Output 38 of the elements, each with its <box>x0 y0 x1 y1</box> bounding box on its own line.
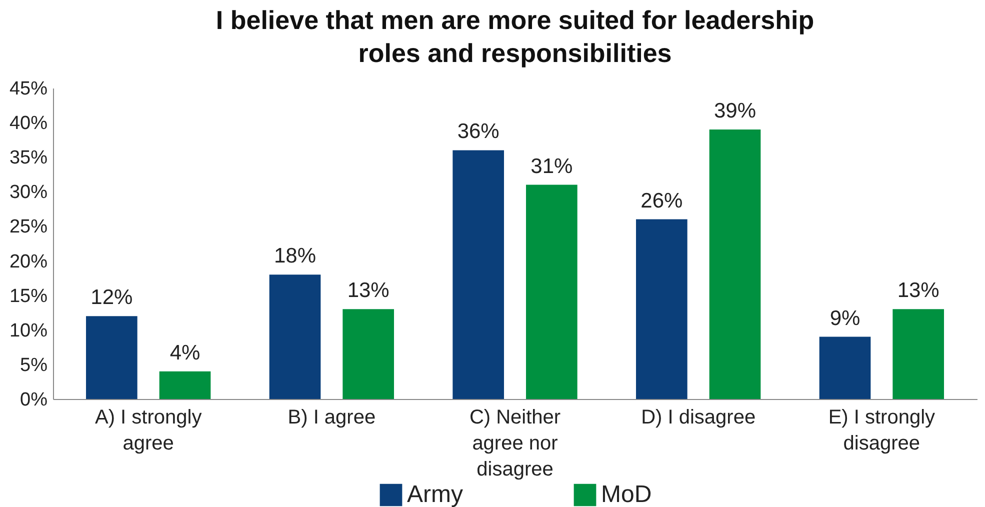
data-label: 13% <box>897 279 940 302</box>
bar <box>269 274 321 399</box>
data-label: 4% <box>170 341 200 364</box>
x-tick-label: D) I disagree <box>641 406 756 428</box>
chart-title: I believe that men are more suited for leadership roles and responsibilities <box>216 5 814 68</box>
x-tick-label: B) I agree <box>288 406 376 428</box>
data-label: 18% <box>274 244 316 268</box>
y-tick-label: 0% <box>20 390 48 410</box>
data-label: 13% <box>347 279 390 302</box>
bar <box>342 309 394 399</box>
bar <box>452 150 504 399</box>
legend-label: Army <box>407 481 463 507</box>
bar <box>636 219 688 399</box>
bar <box>819 336 871 399</box>
y-tick-label: 30% <box>9 182 48 204</box>
x-tick-label: C) Neither agree nor disagree <box>469 406 561 480</box>
data-label: 12% <box>90 286 133 310</box>
x-tick-label: E) I strongly disagree <box>828 406 936 454</box>
bar <box>709 129 761 399</box>
y-tick-label: 20% <box>9 251 48 272</box>
data-label: 31% <box>530 154 573 178</box>
y-tick-label: 15% <box>9 286 48 307</box>
bar <box>526 184 578 399</box>
bar <box>892 309 944 399</box>
y-tick-label: 25% <box>9 216 48 238</box>
y-tick-label: 40% <box>9 113 48 134</box>
x-tick-label: A) I strongly agree <box>94 406 202 454</box>
data-label: 39% <box>714 99 756 122</box>
data-label: 26% <box>640 189 683 212</box>
data-label: 9% <box>830 306 860 330</box>
bar <box>86 316 138 399</box>
y-tick-label: 45% <box>9 78 48 100</box>
y-tick-label: 10% <box>9 320 48 342</box>
data-label: 36% <box>457 120 500 144</box>
bar <box>159 371 211 399</box>
legend-label: MoD <box>601 481 652 507</box>
y-tick-label: 5% <box>20 354 48 376</box>
y-tick-label: 35% <box>9 148 48 169</box>
